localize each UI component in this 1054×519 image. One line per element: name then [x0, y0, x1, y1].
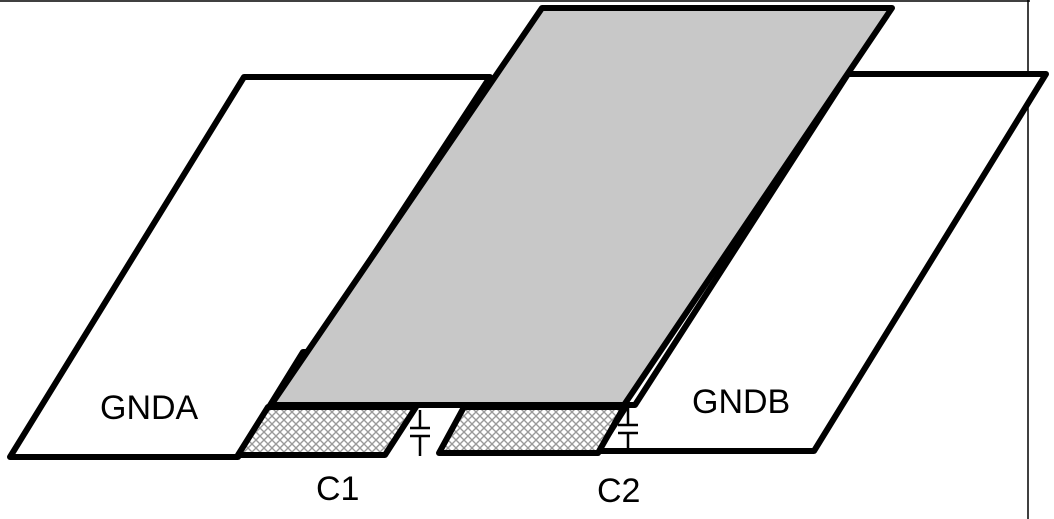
capacitor-2-pad: [436, 404, 627, 456]
label-c2: C2: [597, 472, 640, 510]
label-c1: C1: [316, 470, 359, 508]
ground-plane-a: [7, 74, 493, 460]
label-gndb: GNDB: [692, 383, 790, 421]
capacitor-1-symbol: [410, 410, 430, 456]
capacitor-1-pad: [235, 404, 419, 458]
label-gnda: GNDA: [100, 389, 199, 427]
capacitor-2-symbol: [618, 408, 638, 452]
